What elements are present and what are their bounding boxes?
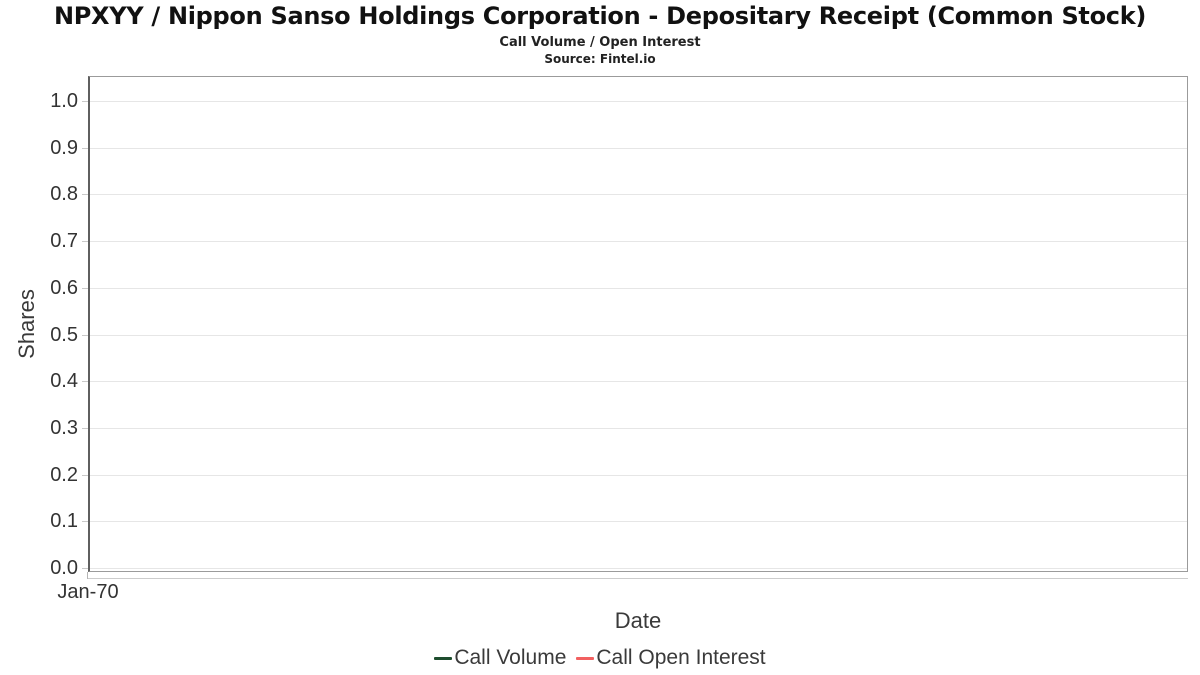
y-tick-label: 0.6 [50, 276, 78, 299]
x-tick-mark [87, 572, 88, 579]
y-gridline [90, 147, 1187, 149]
y-tick-mark [82, 147, 88, 149]
y-gridline [90, 287, 1187, 289]
y-gridline [90, 568, 1187, 570]
x-tick-label: Jan-70 [57, 581, 119, 603]
y-gridline [90, 521, 1187, 523]
y-gridline [90, 427, 1187, 429]
call-open-interest-line-swatch-icon [576, 656, 595, 660]
y-tick-label: 0.4 [50, 370, 78, 393]
y-tick-mark [82, 427, 88, 429]
chart-title: NPXYY / Nippon Sanso Holdings Corporatio… [53, 2, 1147, 30]
y-gridline [90, 474, 1187, 476]
y-tick-label: 0.2 [50, 463, 78, 486]
y-tick-mark [82, 521, 88, 523]
chart-legend: Call Volume Call Open Interest [0, 646, 1200, 670]
legend-label-call-open-interest: Call Open Interest [596, 646, 766, 669]
call-volume-line-swatch-icon [434, 656, 453, 660]
y-tick-label: 0.1 [50, 510, 78, 533]
y-tick-label: 0.3 [50, 416, 78, 439]
y-tick-label: 0.5 [50, 323, 78, 346]
y-tick-label: 0.7 [50, 230, 78, 253]
y-gridline [90, 100, 1187, 102]
y-tick-label: 0.9 [50, 136, 78, 159]
y-tick-label: 1.0 [50, 89, 78, 112]
legend-label-call-volume: Call Volume [454, 646, 567, 669]
y-gridline [90, 194, 1187, 196]
y-tick-mark [82, 568, 88, 570]
y-tick-mark [82, 100, 88, 102]
y-tick-mark [82, 334, 88, 336]
x-axis-title: Date [614, 608, 662, 633]
y-tick-mark [82, 381, 88, 383]
plot-area [88, 76, 1188, 572]
y-tick-label: 0.8 [50, 183, 78, 206]
chart-source-label: Source: Fintel.io [544, 52, 656, 66]
y-tick-mark [82, 287, 88, 289]
y-tick-mark [82, 241, 88, 243]
y-gridline [90, 334, 1187, 336]
x-axis-line [88, 578, 1188, 579]
y-tick-mark [82, 474, 88, 476]
y-tick-mark [82, 194, 88, 196]
y-gridline [90, 381, 1187, 383]
chart-subtitle: Call Volume / Open Interest [499, 35, 701, 50]
legend-item-call-volume[interactable]: Call Volume [434, 646, 566, 670]
y-gridline [90, 241, 1187, 243]
legend-item-call-open-interest[interactable]: Call Open Interest [576, 646, 766, 670]
y-tick-label: 0.0 [50, 557, 78, 580]
